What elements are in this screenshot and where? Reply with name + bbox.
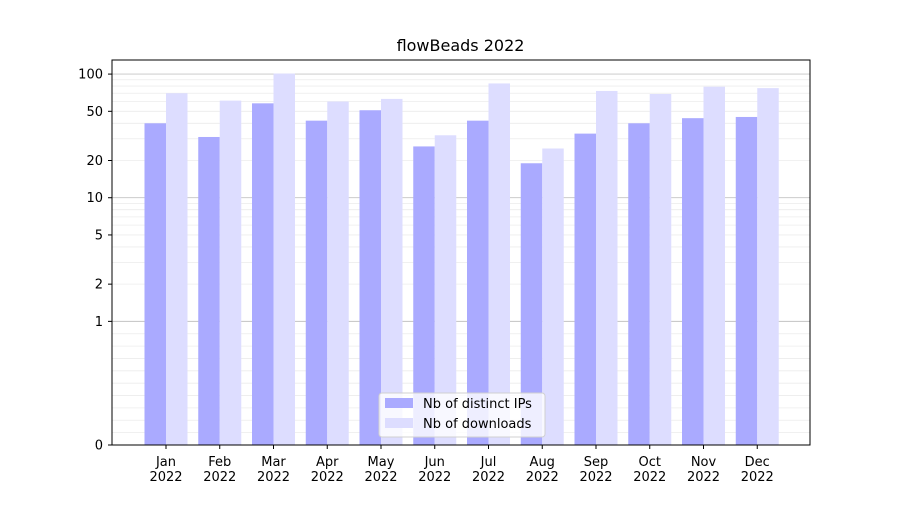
bar-downloads [219, 100, 242, 445]
bar-distinct-ips [467, 120, 489, 446]
x-tick-label: Nov 2022 [687, 455, 720, 485]
x-tick-year: 2022 [472, 470, 505, 485]
bar-distinct-ips [198, 136, 220, 445]
bar-distinct-ips [305, 120, 328, 446]
y-tick-label: 10 [86, 191, 103, 206]
bar-distinct-ips [682, 118, 704, 446]
bar-distinct-ips [628, 123, 650, 445]
x-tick-year: 2022 [579, 470, 612, 485]
x-tick-month: Apr [316, 455, 339, 470]
x-tick-label: Dec 2022 [741, 455, 774, 485]
y-tick-label: 5 [95, 228, 103, 243]
x-tick-label: Jan 2022 [149, 455, 182, 485]
x-tick-label: Jul 2022 [472, 455, 505, 485]
bar-downloads [273, 73, 295, 446]
y-tick-label: 50 [86, 105, 103, 120]
legend-box [378, 392, 546, 438]
x-tick-month: Oct [639, 455, 661, 470]
bar-distinct-ips [413, 146, 435, 445]
x-tick-year: 2022 [418, 470, 451, 485]
x-tick-month: Jul [480, 455, 497, 470]
bars-layer [144, 73, 779, 446]
x-tick-label: May 2022 [364, 455, 397, 485]
y-tick-label: 0 [95, 439, 103, 454]
bar-downloads [703, 86, 725, 446]
y-tick-label: 2 [95, 278, 103, 293]
bar-distinct-ips [574, 133, 596, 445]
x-tick-month: May [368, 455, 395, 470]
x-tick-year: 2022 [149, 470, 182, 485]
bar-distinct-ips [144, 123, 166, 445]
x-tick-label: Oct 2022 [633, 455, 666, 485]
bar-downloads [649, 94, 672, 445]
x-tick-label: Mar 2022 [257, 455, 290, 485]
x-tick-year: 2022 [526, 470, 559, 485]
y-tick-label: 1 [95, 315, 103, 330]
x-tick-year: 2022 [687, 470, 720, 485]
x-tick-label: Sep 2022 [579, 455, 612, 485]
bar-downloads [542, 148, 564, 445]
x-tick-month: Sep [584, 455, 609, 470]
x-tick-year: 2022 [257, 470, 290, 485]
legend-swatch [385, 398, 413, 408]
x-tick-month: Nov [691, 455, 717, 470]
x-tick-month: Dec [745, 455, 770, 470]
x-tick-year: 2022 [203, 470, 236, 485]
x-tick-label: Aug 2022 [526, 455, 559, 485]
bar-downloads [596, 90, 618, 445]
legend-label: Nb of downloads [423, 417, 532, 432]
legend-label: Nb of distinct IPs [423, 397, 532, 412]
y-tick-label: 100 [78, 68, 103, 83]
x-tick-year: 2022 [741, 470, 774, 485]
legend-swatch [385, 418, 413, 428]
x-tick-year: 2022 [311, 470, 344, 485]
x-tick-month: Jun [424, 455, 445, 470]
x-tick-month: Aug [530, 455, 555, 470]
chart-title: flowBeads 2022 [397, 36, 525, 55]
bar-distinct-ips [359, 110, 381, 445]
legend: Nb of distinct IPs Nb of downloads [378, 392, 546, 438]
x-tick-month: Jan [155, 455, 176, 470]
bar-distinct-ips [735, 116, 758, 445]
x-tick-label: Apr 2022 [311, 455, 344, 485]
plot-frame [111, 59, 811, 446]
bar-downloads [381, 98, 403, 445]
bar-downloads [757, 88, 779, 446]
x-tick-year: 2022 [633, 470, 666, 485]
bar-distinct-ips [252, 103, 274, 445]
x-tick-label: Jun 2022 [418, 455, 451, 485]
bar-downloads [166, 93, 188, 445]
bar-downloads [434, 135, 457, 445]
x-tick-year: 2022 [364, 470, 397, 485]
bar-downloads [327, 101, 349, 445]
bar-downloads [488, 83, 510, 445]
x-tick-month: Feb [208, 455, 231, 470]
x-tick-label: Feb 2022 [203, 455, 236, 485]
y-tick-label: 20 [86, 154, 103, 169]
x-tick-month: Mar [261, 455, 286, 470]
bar-distinct-ips [520, 163, 543, 445]
